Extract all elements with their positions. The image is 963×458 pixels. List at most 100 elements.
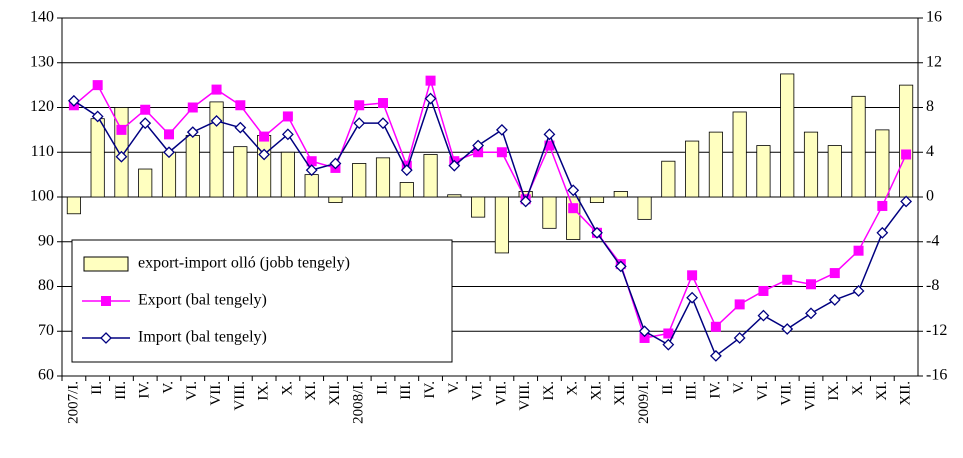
- bar: [471, 196, 486, 218]
- marker: [853, 245, 864, 256]
- x-tick-label: V.: [446, 381, 462, 394]
- bar: [875, 129, 890, 198]
- marker: [614, 260, 627, 273]
- y-tick-label: 60: [38, 367, 54, 384]
- bar: [66, 196, 81, 215]
- marker: [91, 110, 104, 123]
- bar: [138, 168, 153, 198]
- bar: [209, 101, 224, 198]
- x-tick-label: IX.: [256, 381, 272, 401]
- marker: [140, 104, 151, 115]
- x-tick-label: 2008/I.: [351, 381, 367, 424]
- bar: [637, 196, 652, 220]
- bar: [756, 145, 771, 198]
- marker: [92, 80, 103, 91]
- bar: [399, 182, 414, 198]
- x-tick-label: X.: [850, 381, 866, 396]
- marker: [139, 117, 152, 130]
- bar: [708, 131, 723, 198]
- x-tick-label: V.: [160, 381, 176, 394]
- marker: [495, 123, 508, 136]
- marker: [543, 128, 556, 141]
- bar: [352, 163, 367, 198]
- x-tick-label: III.: [684, 381, 700, 400]
- x-tick-label: IX.: [541, 381, 557, 401]
- bar: [304, 174, 319, 198]
- marker: [806, 279, 816, 290]
- bar: [90, 118, 105, 198]
- x-tick-label: X.: [279, 381, 295, 396]
- marker: [329, 157, 342, 170]
- x-tick-label: IV.: [137, 381, 153, 399]
- marker: [448, 159, 461, 172]
- bar: [803, 131, 819, 198]
- marker: [638, 325, 651, 338]
- marker: [710, 321, 721, 332]
- marker: [378, 98, 388, 109]
- marker: [496, 147, 507, 158]
- marker: [901, 149, 912, 160]
- marker: [353, 117, 366, 130]
- legend-box: [71, 239, 453, 363]
- x-tick-label: II.: [374, 381, 390, 395]
- bar: [732, 111, 747, 198]
- y-tick-label: 140: [30, 9, 54, 26]
- marker: [100, 332, 112, 344]
- marker: [686, 291, 699, 304]
- marker: [781, 323, 794, 335]
- marker: [876, 226, 889, 239]
- marker: [187, 102, 198, 113]
- x-tick-label: VIII.: [517, 381, 533, 411]
- x-tick-label: IX.: [826, 381, 842, 401]
- legend: export-import olló (jobb tengely) Export …: [71, 239, 453, 363]
- legend-label: Export (bal tengely): [138, 292, 267, 309]
- marker: [210, 115, 223, 127]
- x-tick-label: XI.: [588, 381, 604, 401]
- x-tick-label: 2007/I.: [65, 381, 81, 424]
- x-tick-label: VI.: [470, 381, 486, 401]
- marker: [757, 309, 770, 322]
- x-tick-label: III.: [398, 381, 414, 400]
- y2-tick-label: 0: [926, 188, 934, 205]
- marker: [852, 285, 865, 297]
- bar: [423, 154, 438, 198]
- marker: [733, 332, 746, 344]
- x-tick-label: III.: [113, 381, 129, 400]
- x-tick-label: 2009/I.: [636, 381, 652, 424]
- marker: [258, 148, 271, 161]
- marker: [900, 195, 913, 208]
- bar: [447, 194, 462, 198]
- bar: [685, 140, 700, 198]
- y-tick-label: 120: [30, 98, 54, 115]
- marker: [400, 164, 413, 177]
- marker: [782, 274, 793, 285]
- x-tick-label: VII.: [493, 381, 509, 406]
- marker: [758, 285, 769, 296]
- x-tick-label: XI.: [303, 381, 319, 401]
- bar: [780, 73, 795, 198]
- y-tick-label: 70: [38, 322, 54, 339]
- bar: [375, 157, 391, 198]
- marker: [101, 296, 111, 306]
- legend-label: Import (bal tengely): [138, 329, 267, 346]
- bar: [233, 146, 248, 198]
- x-tick-label: VIII.: [802, 381, 818, 411]
- y2-tick-label: -12: [926, 322, 947, 339]
- bar: [661, 160, 676, 198]
- marker: [259, 131, 270, 142]
- y2-tick-label: 4: [926, 143, 934, 160]
- x-tick-label: VI.: [755, 381, 771, 401]
- x-tick-label: IV.: [422, 381, 438, 399]
- marker: [568, 203, 579, 214]
- y-tick-label: 110: [31, 143, 54, 160]
- x-tick-label: XII.: [327, 381, 343, 406]
- x-tick-label: V.: [731, 381, 747, 394]
- marker: [828, 294, 841, 306]
- x-tick-label: II.: [660, 381, 676, 395]
- marker: [163, 146, 175, 159]
- marker: [116, 124, 127, 135]
- bar: [161, 151, 177, 198]
- x-tick-label: IV.: [707, 381, 723, 399]
